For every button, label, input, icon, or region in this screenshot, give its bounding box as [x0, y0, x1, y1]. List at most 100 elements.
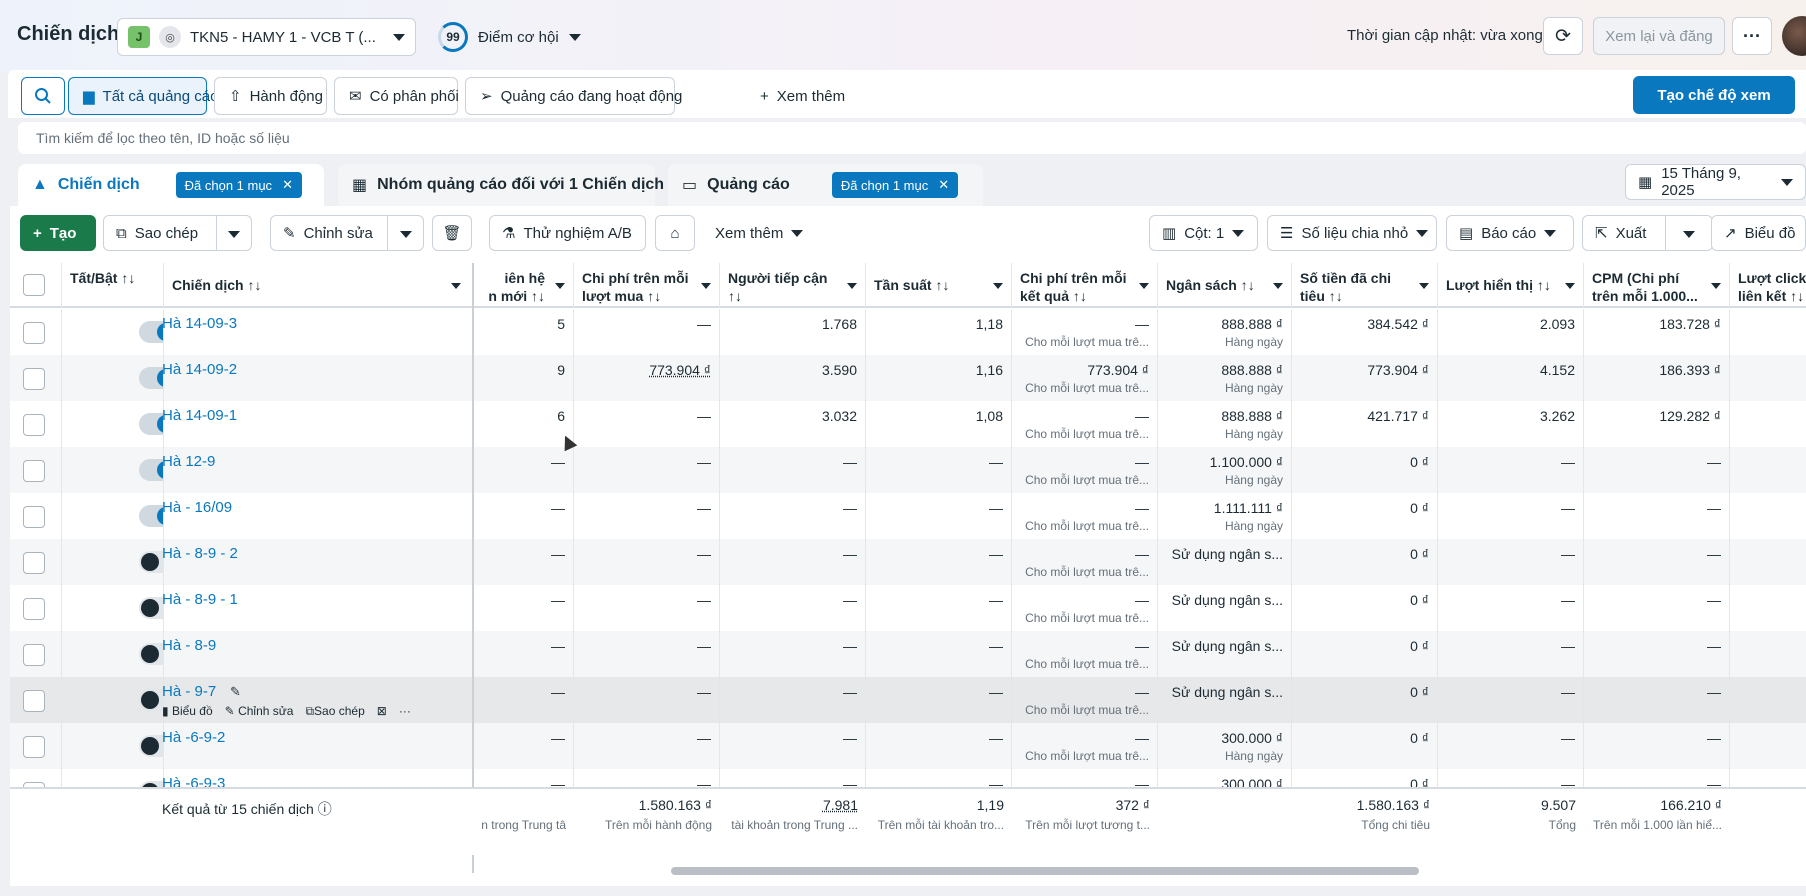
chevron-down-icon[interactable] — [1711, 283, 1721, 289]
selected-chip[interactable]: Đã chọn 1 mục ✕ — [175, 172, 302, 198]
campaign-name-link[interactable]: Hà 12-9 — [162, 453, 216, 470]
chevron-down-icon[interactable] — [847, 283, 857, 289]
review-publish-button[interactable]: Xem lại và đăng — [1593, 17, 1725, 55]
row-edit-action[interactable]: ✎ Chỉnh sửa — [225, 702, 294, 720]
tab-ads[interactable]: ▭ Quảng cáo Đã chọn 1 mục ✕ — [668, 164, 983, 206]
header-reach[interactable]: Người tiếp cận ↑↓ — [720, 263, 866, 308]
date-range-picker[interactable]: ▦ 15 Tháng 9, 2025 — [1625, 164, 1806, 200]
info-icon[interactable]: ⓘ — [317, 801, 332, 817]
campaign-toggle[interactable] — [139, 459, 163, 481]
account-selector[interactable]: J ◎ TKN5 - HAMY 1 - VCB T (... — [117, 18, 416, 56]
row-checkbox[interactable] — [23, 736, 45, 758]
row-checkbox[interactable] — [23, 414, 45, 436]
table-row[interactable]: Hà -6-9-2 — — — — — Cho mỗi lượt mua trê... 300… — [10, 723, 1806, 769]
row-checkbox[interactable] — [23, 598, 45, 620]
campaign-toggle[interactable] — [139, 413, 163, 435]
campaign-name-link[interactable]: Hà - 16/09 — [162, 499, 233, 516]
campaign-toggle[interactable] — [139, 551, 163, 573]
chart-button[interactable]: ↗ Biểu đồ — [1711, 215, 1806, 251]
reports-button[interactable]: ▤ Báo cáo — [1446, 215, 1574, 251]
header-contacts[interactable]: iên hệ n mới ↑↓ — [474, 263, 574, 308]
tag-button[interactable]: ⌂ — [655, 215, 695, 251]
close-icon[interactable]: ✕ — [282, 177, 293, 192]
table-row[interactable]: Hà 14-09-2 9 773.904 ₫ 3.590 1,16 773.904 ₫ Ch… — [10, 355, 1806, 401]
row-checkbox[interactable] — [23, 644, 45, 666]
chevron-down-icon[interactable] — [555, 283, 565, 289]
columns-button[interactable]: ▥ Cột: 1 — [1149, 215, 1258, 251]
campaign-name-link[interactable]: Hà - 8-9 — [162, 637, 217, 654]
tab-ad-sets[interactable]: ▦ Nhóm quảng cáo đối với 1 Chiến dịch — [338, 164, 664, 206]
filter-delivering[interactable]: ✉ Có phân phối — [334, 77, 459, 115]
tab-campaigns[interactable]: ▲ Chiến dịch Đã chọn 1 mục ✕ — [18, 164, 324, 206]
chevron-down-icon[interactable] — [400, 231, 412, 238]
chevron-down-icon[interactable] — [1273, 283, 1283, 289]
campaign-name-link[interactable]: Hà - 8-9 - 1 — [162, 591, 238, 608]
create-view-button[interactable]: Tạo chế độ xem — [1633, 76, 1795, 114]
chevron-down-icon[interactable] — [1683, 231, 1695, 238]
table-row[interactable]: Hà - 9-7 ✎ ▮ Biểu đồ ✎ Chỉnh sửa ⧉Sao ché… — [10, 677, 1806, 723]
close-icon[interactable]: ✕ — [938, 177, 950, 192]
campaign-toggle[interactable] — [139, 505, 163, 527]
search-button[interactable] — [21, 77, 65, 115]
chevron-down-icon[interactable] — [1565, 283, 1575, 289]
campaign-name-link[interactable]: Hà - 9-7 — [162, 683, 217, 700]
campaign-name-link[interactable]: Hà -6-9-2 — [162, 729, 226, 746]
see-more-button[interactable]: Xem thêm — [702, 215, 812, 251]
avatar[interactable] — [1782, 16, 1806, 56]
campaign-toggle[interactable] — [139, 321, 163, 343]
header-frequency[interactable]: Tần suất ↑↓ — [866, 263, 1012, 308]
chevron-down-icon[interactable] — [1419, 283, 1429, 289]
header-toggle[interactable]: Tất/Bật ↑↓ — [62, 263, 164, 308]
row-checkbox[interactable] — [23, 552, 45, 574]
table-row[interactable]: Hà - 8-9 — — — — — Cho mỗi lượt mua trê... Sử d… — [10, 631, 1806, 677]
row-more-action[interactable]: ··· — [398, 704, 411, 718]
horizontal-scrollbar[interactable] — [671, 867, 1419, 875]
ab-test-button[interactable]: ⚗ Thử nghiệm A/B — [489, 215, 646, 251]
select-all-checkbox[interactable] — [23, 274, 45, 296]
refresh-button[interactable]: ⟳ — [1543, 17, 1583, 55]
campaign-toggle[interactable] — [139, 597, 163, 619]
more-options-button[interactable]: ··· — [1732, 17, 1772, 55]
export-button[interactable]: ⇱ Xuất — [1582, 215, 1713, 251]
header-cost-per-purchase[interactable]: Chi phí trên mỗi lượt mua ↑↓ — [574, 263, 720, 308]
edit-button[interactable]: ✎ Chỉnh sửa — [270, 215, 424, 251]
row-checkbox[interactable] — [23, 690, 45, 712]
chevron-down-icon[interactable] — [451, 283, 461, 289]
filter-active-ads[interactable]: ➢ Quảng cáo đang hoạt động — [465, 77, 682, 115]
header-campaign[interactable]: Chiến dịch ↑↓ — [164, 263, 474, 308]
selected-chip[interactable]: Đã chọn 1 mục ✕ — [831, 172, 959, 198]
chevron-down-icon[interactable] — [701, 283, 711, 289]
create-button[interactable]: + Tạo — [20, 215, 96, 251]
campaign-name-link[interactable]: Hà 14-09-1 — [162, 407, 238, 424]
pencil-icon[interactable]: ✎ — [230, 684, 241, 699]
table-row[interactable]: Hà - 8-9 - 2 — — — — — Cho mỗi lượt mua trê...… — [10, 539, 1806, 585]
filter-actions[interactable]: ⇧ Hành động — [214, 77, 327, 115]
header-cost-per-result[interactable]: Chi phí trên mỗi kết quả ↑↓ — [1012, 263, 1158, 308]
row-checkbox[interactable] — [23, 368, 45, 390]
campaign-toggle[interactable] — [139, 735, 163, 757]
campaign-toggle[interactable] — [139, 643, 163, 665]
chevron-down-icon[interactable] — [1139, 283, 1149, 289]
chevron-down-icon[interactable] — [993, 283, 1003, 289]
campaign-toggle[interactable] — [139, 689, 163, 711]
campaign-name-link[interactable]: Hà 14-09-3 — [162, 315, 238, 332]
filter-all-ads[interactable]: ▆ Tất cả quảng cáo — [68, 77, 218, 115]
filter-see-more[interactable]: + Xem thêm — [745, 77, 855, 115]
breakdown-button[interactable]: ☰ Số liệu chia nhỏ — [1267, 215, 1437, 251]
campaign-toggle[interactable] — [139, 367, 163, 389]
opportunity-score-button[interactable]: 99 Điểm cơ hội — [438, 22, 581, 52]
chevron-down-icon[interactable] — [228, 231, 240, 238]
row-checkbox[interactable] — [23, 506, 45, 528]
table-row[interactable]: Hà 12-9 — — — — — Cho mỗi lượt mua trê... 1.100… — [10, 447, 1806, 493]
row-chart-action[interactable]: ▮ Biểu đồ — [162, 702, 213, 720]
header-amount-spent[interactable]: Số tiền đã chi tiêu ↑↓ — [1292, 263, 1438, 308]
header-impressions[interactable]: Lượt hiển thị ↑↓ — [1438, 263, 1584, 308]
row-image-action[interactable]: ⊠ — [377, 702, 387, 720]
row-copy-action[interactable]: ⧉Sao chép — [305, 702, 364, 720]
campaign-name-link[interactable]: Hà 14-09-2 — [162, 361, 238, 378]
table-row[interactable]: Hà - 8-9 - 1 — — — — — Cho mỗi lượt mua trê...… — [10, 585, 1806, 631]
table-row[interactable]: Hà 14-09-1 6 — 3.032 1,08 — Cho mỗi lượt mua t… — [10, 401, 1806, 447]
table-row[interactable]: Hà - 16/09 — — — — — Cho mỗi lượt mua trê... 1.… — [10, 493, 1806, 539]
header-budget[interactable]: Ngân sách ↑↓ — [1158, 263, 1292, 308]
row-checkbox[interactable] — [23, 322, 45, 344]
